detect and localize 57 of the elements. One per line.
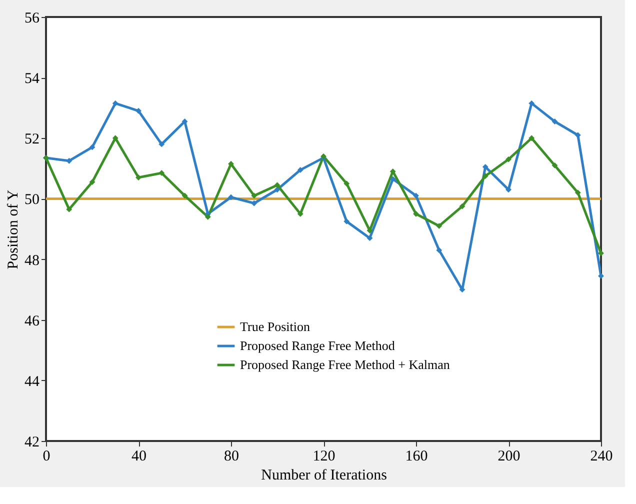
legend-label: True Position [240, 319, 310, 334]
point [158, 141, 165, 148]
point [552, 162, 558, 168]
y-tick-label: 50 [24, 192, 40, 208]
y-tick-label: 56 [24, 10, 40, 26]
point [390, 176, 396, 182]
point [297, 166, 304, 173]
point [158, 170, 165, 176]
point [598, 250, 604, 256]
y-tick-label: 46 [24, 313, 40, 330]
point [274, 182, 280, 188]
x-axis-title: Number of Iterations [261, 468, 388, 484]
point [204, 214, 211, 220]
point [598, 272, 604, 279]
x-tick-label: 0 [42, 448, 50, 464]
x-tick-label: 80 [224, 448, 239, 464]
point [528, 135, 535, 142]
y-tick-label: 54 [24, 71, 40, 88]
x-tick-label: 160 [405, 448, 428, 464]
point [228, 194, 234, 200]
point [112, 135, 118, 142]
point [413, 192, 419, 199]
point [297, 210, 304, 217]
legend-label: Proposed Range Free Method [240, 338, 396, 353]
point [413, 210, 419, 217]
x-tick-label: 40 [132, 448, 146, 464]
point [436, 247, 442, 254]
point [112, 100, 118, 106]
y-tick-label: 44 [24, 374, 40, 390]
point [528, 100, 535, 106]
point [506, 156, 512, 162]
legend-label: Proposed Range Free Method + Kalman [240, 357, 450, 372]
point [89, 179, 96, 186]
point [136, 108, 142, 114]
x-tick-label: 240 [590, 448, 613, 464]
point [228, 160, 234, 167]
x-tick-label: 120 [312, 448, 336, 464]
point [366, 235, 373, 242]
point [482, 173, 488, 179]
point [251, 200, 258, 206]
point [251, 192, 258, 199]
y-axis-title: Position of Y [6, 190, 22, 270]
y-tick-label: 42 [24, 434, 40, 450]
point [574, 190, 581, 196]
point [344, 180, 350, 187]
point [182, 192, 188, 199]
point [344, 218, 350, 224]
point [274, 186, 280, 193]
point [552, 118, 558, 124]
y-tick-label: 52 [24, 132, 40, 148]
point [66, 206, 72, 212]
point [66, 158, 72, 164]
y-tick-label: 48 [24, 252, 40, 269]
point [506, 186, 512, 193]
point [182, 118, 188, 124]
x-tick-label: 200 [498, 448, 520, 464]
point [436, 223, 442, 229]
